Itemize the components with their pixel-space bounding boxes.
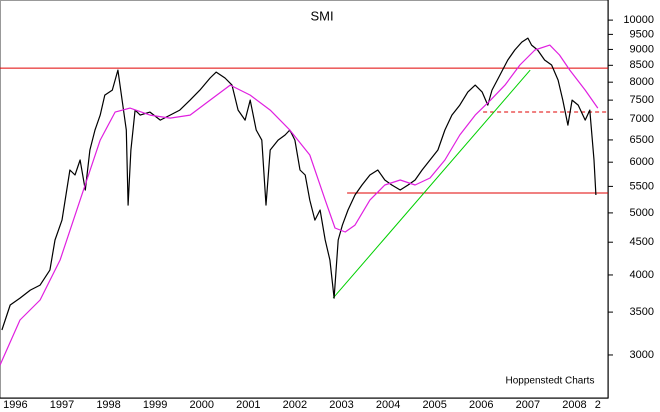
y-tick-label: 7000 [630,113,654,125]
y-tick-label: 5000 [630,207,654,219]
x-tick-label: 2004 [376,399,400,411]
x-tick-label: 1996 [3,399,27,411]
chart-title: SMI [310,8,333,23]
series-line [0,44,599,366]
y-tick-label: 10000 [623,14,654,26]
y-tick-label: 4500 [630,236,654,248]
x-tick-label: 1999 [143,399,167,411]
y-tick-label: 3000 [630,349,654,361]
y-tick-label: 9000 [630,43,654,55]
plot-frame [0,0,609,399]
x-tick-label: 1997 [50,399,74,411]
x-tick-label: 2 [595,399,601,411]
y-tick-label: 8500 [630,59,654,71]
y-tick-label: 5500 [630,180,654,192]
x-tick-label: 2000 [189,399,213,411]
x-tick-label: 2002 [283,399,307,411]
y-tick-label: 8000 [630,76,654,88]
y-tick-label: 3500 [630,306,654,318]
x-tick-label: 2008 [562,399,586,411]
x-tick-label: 2006 [469,399,493,411]
series-line [1,37,597,331]
x-tick-label: 1998 [96,399,120,411]
x-tick-label: 2003 [329,399,353,411]
y-tick-label: 6500 [630,134,654,146]
y-tick-label: 6000 [630,156,654,168]
x-tick-label: 2001 [236,399,260,411]
x-tick-label: 2007 [516,399,540,411]
x-tick-label: 2005 [422,399,446,411]
y-tick-label: 4000 [630,269,654,281]
y-tick-label: 9500 [630,28,654,40]
annotation: Hoppenstedt Charts [506,376,595,387]
reference-line [332,69,531,299]
y-tick-label: 7500 [630,94,654,106]
